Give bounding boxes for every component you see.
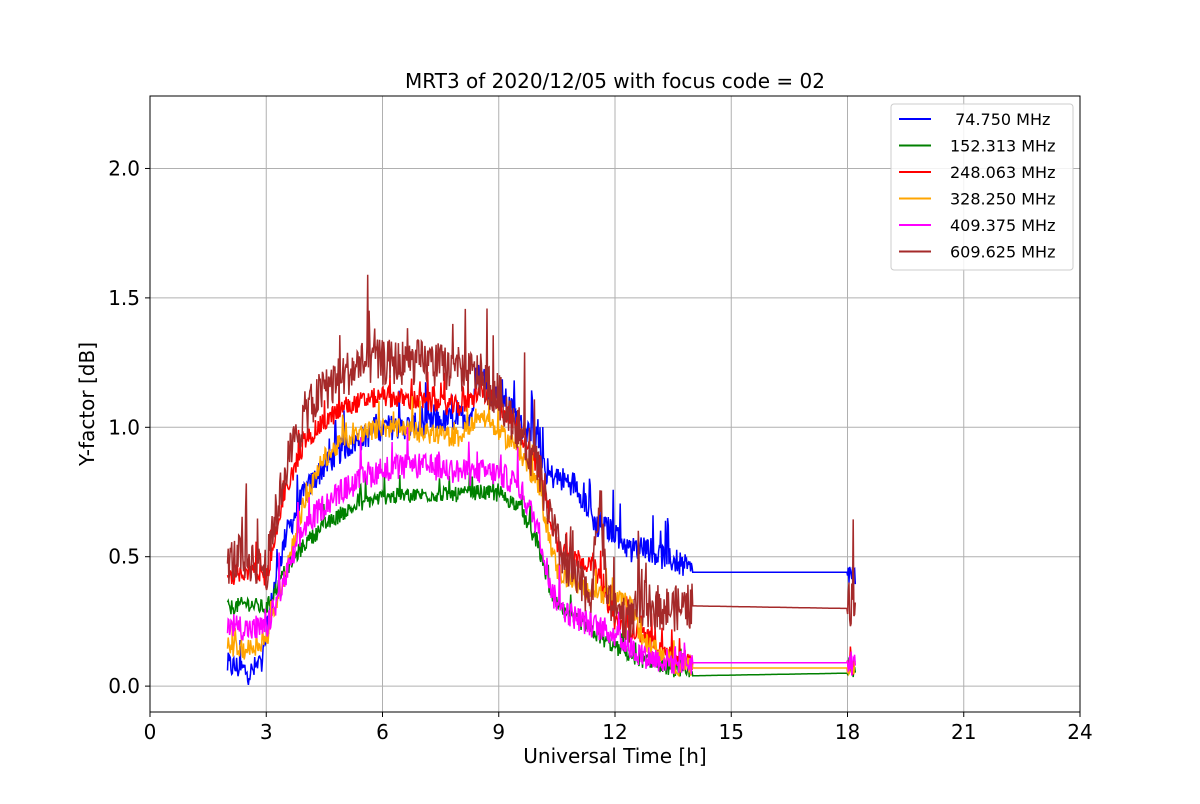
series-lines (226, 274, 857, 686)
x-tick-label: 24 (1067, 720, 1092, 744)
x-tick-label: 9 (492, 720, 505, 744)
legend-label: 609.625 MHz (950, 243, 1055, 262)
x-tick-label: 6 (376, 720, 389, 744)
series-line-5 (226, 274, 857, 643)
legend-label: 152.313 MHz (950, 137, 1055, 156)
legend-label: 328.250 MHz (950, 190, 1055, 209)
y-axis-label: Y-factor [dB] (75, 342, 99, 467)
x-tick-label: 12 (602, 720, 627, 744)
x-tick-label: 15 (719, 720, 744, 744)
y-tick-label: 0.0 (108, 674, 140, 698)
x-tick-label: 3 (260, 720, 273, 744)
legend: 74.750 MHz 152.313 MHz 248.063 MHz 328.250 … (890, 103, 1074, 271)
legend-box (890, 103, 1074, 271)
y-tick-label: 1.5 (108, 286, 140, 310)
x-tick-label: 18 (835, 720, 860, 744)
x-tick-label: 0 (144, 720, 157, 744)
series-line-3 (226, 396, 856, 678)
axis-ticks: 0 3 6 9 12 15 18 21 24 0.0 0.5 1.0 1.5 2.0 (108, 156, 1093, 744)
series-line-4 (226, 427, 857, 676)
y-tick-label: 2.0 (108, 156, 140, 180)
legend-label: 409.375 MHz (950, 216, 1055, 235)
x-axis-label: Universal Time [h] (523, 744, 706, 768)
y-tick-label: 1.0 (108, 415, 140, 439)
chart-title: MRT3 of 2020/12/05 with focus code = 02 (405, 69, 825, 93)
y-tick-label: 0.5 (108, 545, 140, 569)
legend-label: 74.750 MHz (950, 110, 1050, 129)
legend-label: 248.063 MHz (950, 163, 1055, 182)
x-tick-label: 21 (951, 720, 976, 744)
